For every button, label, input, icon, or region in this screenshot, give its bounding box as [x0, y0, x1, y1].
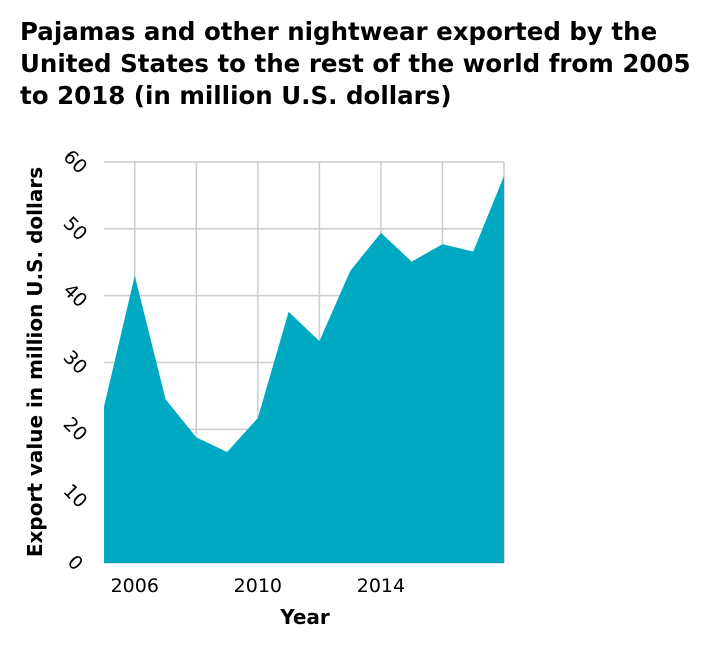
y-axis-title: Export value in million U.S. dollars: [23, 167, 47, 557]
y-tick-label: 10: [59, 480, 92, 513]
y-axis-ticks: 0 10 20 30 40 50 60: [59, 146, 92, 575]
y-tick-label: 60: [59, 146, 92, 179]
x-tick-label: 2010: [234, 575, 282, 597]
area-series: [104, 176, 504, 563]
x-axis-ticks: 2006 2010 2014: [111, 575, 406, 597]
x-tick-label: 2006: [111, 575, 159, 597]
y-tick-label: 40: [59, 279, 92, 312]
y-tick-label: 0: [63, 551, 87, 575]
y-tick-label: 20: [59, 413, 92, 446]
x-tick-label: 2014: [357, 575, 405, 597]
y-tick-label: 30: [59, 346, 92, 379]
y-tick-label: 50: [59, 213, 92, 246]
chart-title: Pajamas and other nightwear exported by …: [20, 17, 691, 110]
x-axis-title: Year: [279, 605, 330, 629]
